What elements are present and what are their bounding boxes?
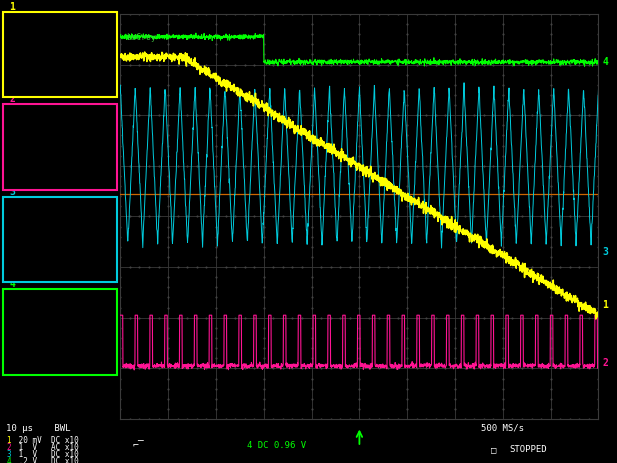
Text: LeCroy: LeCroy <box>126 33 157 42</box>
Text: 200mV: 200mV <box>15 53 43 63</box>
Text: 4: 4 <box>6 457 10 463</box>
Text: ⌐‾: ⌐‾ <box>133 441 144 451</box>
Text: 10 μs    BWL: 10 μs BWL <box>6 424 71 432</box>
Text: 10 μs: 10 μs <box>15 123 43 132</box>
Text: 3: 3 <box>9 187 15 197</box>
Text: 1  V   DC x10: 1 V DC x10 <box>14 450 78 459</box>
Text: 1: 1 <box>9 1 15 12</box>
Text: 15:53:45: 15:53:45 <box>6 28 53 38</box>
Text: 2: 2 <box>6 443 10 452</box>
Text: 500 MS/s: 500 MS/s <box>481 424 524 432</box>
Text: 14-Apr-16: 14-Apr-16 <box>6 12 59 22</box>
Text: □: □ <box>491 445 496 454</box>
Text: 470mV: 470mV <box>15 76 43 86</box>
Text: 1  V   AC x10: 1 V AC x10 <box>14 443 78 452</box>
Text: STOPPED: STOPPED <box>509 445 547 454</box>
Text: 39.7 V: 39.7 V <box>15 169 48 178</box>
Text: 4: 4 <box>9 279 15 289</box>
Text: 10 μs: 10 μs <box>15 308 43 317</box>
Text: 2: 2 <box>602 358 608 368</box>
Text: 32.2 A: 32.2 A <box>15 262 48 271</box>
Text: 3: 3 <box>602 247 608 257</box>
Text: 10.0 V: 10.0 V <box>15 146 48 155</box>
Text: -4.95 V: -4.95 V <box>15 354 53 363</box>
Text: 10 μs: 10 μs <box>15 30 43 39</box>
Text: 2.00 V: 2.00 V <box>15 331 48 340</box>
Text: .2 V   DC x10: .2 V DC x10 <box>14 457 78 463</box>
Text: 1: 1 <box>6 436 10 445</box>
Text: 2: 2 <box>9 94 15 104</box>
Text: 20 mV  DC x10: 20 mV DC x10 <box>14 436 78 445</box>
Text: 1: 1 <box>602 300 608 310</box>
Text: 4: 4 <box>602 57 608 67</box>
Text: 10 μs: 10 μs <box>15 215 43 225</box>
Text: 4 DC 0.96 V: 4 DC 0.96 V <box>247 441 306 450</box>
Text: 10.0 A: 10.0 A <box>15 238 48 248</box>
Text: 3: 3 <box>6 450 10 459</box>
